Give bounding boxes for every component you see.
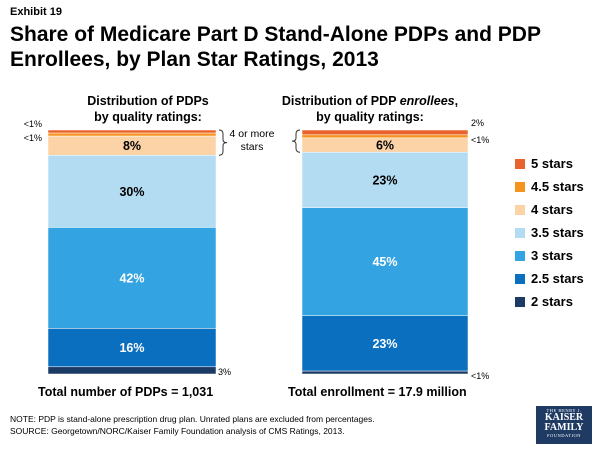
logo-line2: KAISER [544, 412, 584, 423]
legend-swatch [515, 158, 525, 169]
right-chart-title-line1: Distribution of PDP enrollees, [270, 93, 470, 109]
legend-label: 5 stars [531, 156, 573, 171]
legend-item-4-stars: 4 stars [515, 198, 584, 221]
data-label: 6% [376, 139, 394, 153]
bracket-annotation [218, 129, 228, 156]
left-chart-title-line1: Distribution of PDPs [87, 94, 209, 108]
legend-item-2-5-stars: 2.5 stars [515, 267, 584, 290]
bar-segment-5-stars [301, 129, 469, 136]
chart-title: Share of Medicare Part D Stand-Alone PDP… [10, 23, 541, 71]
right-title-prefix: Distribution of PDP [281, 94, 400, 108]
data-label: <1% [471, 135, 489, 145]
legend-item-4-5-stars: 4.5 stars [515, 175, 584, 198]
data-label: <1% [24, 119, 42, 129]
annotation-text: 4 or more [230, 128, 275, 140]
bar-segment-3-5-stars [47, 154, 217, 228]
legend: 5 stars 4.5 stars 4 stars 3.5 stars 3 st… [515, 152, 584, 313]
data-label: 23% [372, 337, 397, 351]
legend-item-2-stars: 2 stars [515, 290, 584, 313]
bar-segment-2-stars [301, 370, 469, 375]
right-title-emphasis: enrollees [399, 94, 455, 108]
footnote: NOTE: PDP is stand-alone prescription dr… [10, 413, 375, 437]
bar-segment-2-5-stars [301, 315, 469, 372]
logo-line1: THE HENRY J. [546, 408, 582, 413]
bar-segment-3-5-stars [301, 151, 469, 208]
logo-line3: FAMILY [544, 422, 584, 433]
bar-segment-3-stars [47, 227, 217, 329]
right-total-label: Total enrollment = 17.9 million [288, 385, 467, 399]
legend-label: 4 stars [531, 202, 573, 217]
bar-segment-4-5-stars [301, 134, 469, 139]
legend-item-3-5-stars: 3.5 stars [515, 221, 584, 244]
left-chart-title: Distribution of PDPs by quality ratings: [48, 93, 248, 125]
legend-swatch [515, 181, 525, 192]
data-label: 30% [119, 185, 144, 199]
legend-label: 3 stars [531, 248, 573, 263]
data-label: <1% [471, 371, 489, 381]
legend-swatch [515, 296, 525, 307]
data-label: 16% [119, 341, 144, 355]
right-chart-title: Distribution of PDP enrollees, by qualit… [270, 93, 470, 125]
legend-label: 4.5 stars [531, 179, 584, 194]
data-label: <1% [24, 133, 42, 143]
bar-segment-4-5-stars [47, 132, 217, 137]
bar-segment-2-stars [47, 366, 217, 375]
data-label: 45% [372, 255, 397, 269]
left-total-label: Total number of PDPs = 1,031 [38, 385, 214, 399]
annotation-text: stars [241, 141, 264, 153]
legend-item-5-stars: 5 stars [515, 152, 584, 175]
data-label: 3% [218, 367, 231, 377]
legend-swatch [515, 227, 525, 238]
data-label: 2% [471, 118, 484, 128]
legend-item-3-stars: 3 stars [515, 244, 584, 267]
source-line: SOURCE: Georgetown/NORC/Kaiser Family Fo… [10, 426, 345, 436]
left-chart-title-line2: by quality ratings: [94, 110, 202, 124]
data-label: 23% [372, 173, 397, 187]
legend-swatch [515, 204, 525, 215]
right-chart-title-line2: by quality ratings: [316, 110, 424, 124]
exhibit-label: Exhibit 19 [10, 6, 62, 18]
legend-label: 2 stars [531, 294, 573, 309]
right-title-suffix: , [454, 94, 459, 108]
data-label: 8% [123, 139, 141, 153]
logo-line4: FOUNDATION [547, 433, 581, 438]
bar-segment-5-stars [47, 129, 217, 134]
legend-label: 2.5 stars [531, 271, 584, 286]
bracket-annotation [291, 129, 301, 153]
legend-swatch [515, 250, 525, 261]
kff-logo: THE HENRY J. KAISER FAMILY FOUNDATION [536, 406, 592, 444]
legend-swatch [515, 273, 525, 284]
data-label: 42% [119, 271, 144, 285]
legend-label: 3.5 stars [531, 225, 584, 240]
note-line: NOTE: PDP is stand-alone prescription dr… [10, 414, 375, 424]
